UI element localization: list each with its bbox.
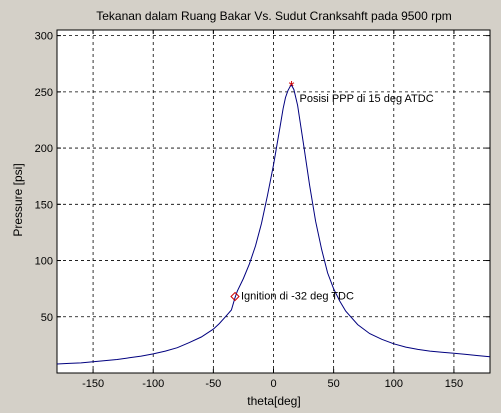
x-tick-label: 50 (328, 378, 340, 390)
y-tick-label: 50 (41, 312, 53, 324)
x-axis-label: theta[deg] (247, 394, 300, 408)
y-axis-label: Pressure [psi] (11, 163, 25, 236)
y-tick-label: 100 (35, 256, 53, 268)
y-tick-label: 250 (35, 87, 53, 99)
y-tick-label: 300 (35, 31, 53, 43)
x-tick-label: -100 (142, 378, 164, 390)
y-tick-label: 150 (35, 199, 53, 211)
x-tick-label: 100 (385, 378, 403, 390)
ignition-label: Ignition di -32 deg TDC (241, 291, 354, 303)
annotation-markers: * Posisi PPP di 15 deg ATDC Ignition di -3… (230, 78, 434, 303)
y-tick-label: 200 (35, 143, 53, 155)
x-tick-label: -50 (205, 378, 221, 390)
peak-pressure-label: Posisi PPP di 15 deg ATDC (300, 93, 434, 105)
grid-lines (57, 30, 490, 373)
x-tick-label: -150 (82, 378, 104, 390)
x-tick-label: 150 (445, 378, 463, 390)
x-tick-label: 0 (270, 378, 276, 390)
axis-ticks: -150 -100 -50 0 50 100 150 50 100 150 200 250 300 (35, 30, 490, 390)
chart-title: Tekanan dalam Ruang Bakar Vs. Sudut Cran… (96, 9, 452, 23)
peak-pressure-marker: * (289, 78, 295, 95)
ignition-marker (230, 291, 240, 302)
pressure-series-line (56, 84, 491, 365)
plot-area (56, 29, 491, 374)
